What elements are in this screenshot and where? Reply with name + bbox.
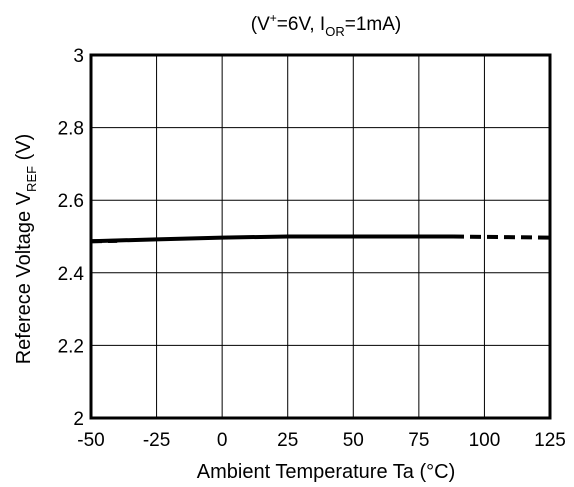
y-tick-label: 2 — [73, 409, 84, 430]
title-sup: + — [270, 11, 277, 25]
x-tick-label: 100 — [469, 430, 501, 451]
y-tick-label: 2.4 — [58, 264, 85, 285]
y-tick-label: 2.6 — [58, 191, 84, 212]
series-line-solid — [90, 234, 453, 244]
ylabel-sub: REF — [24, 166, 39, 192]
ylabel-main: Referece Voltage V — [13, 191, 35, 364]
y-tick-label: 3 — [73, 46, 84, 67]
y-tick-labels: 2 2.2 2.4 2.6 2.8 3 — [58, 46, 85, 430]
y-tick-label: 2.8 — [58, 119, 84, 140]
x-tick-label: 50 — [343, 430, 364, 451]
x-tick-label: 0 — [217, 430, 228, 451]
ylabel-unit: (V) — [13, 134, 35, 166]
series-layer — [90, 234, 551, 244]
chart-title: (V+=6V, IOR=1mA) — [251, 11, 401, 39]
x-tick-label: 125 — [534, 430, 566, 451]
x-tick-label: -50 — [77, 430, 104, 451]
x-tick-label: -25 — [143, 430, 170, 451]
x-axis-label: Ambient Temperature Ta (°C) — [197, 461, 455, 483]
x-tick-label: 75 — [408, 430, 429, 451]
title-sub: OR — [325, 24, 345, 39]
x-tick-labels: -50 -25 0 25 50 75 100 125 — [77, 430, 566, 451]
x-tick-label: 25 — [277, 430, 298, 451]
title-open: (V — [251, 14, 270, 35]
title-mid: =6V, I — [277, 14, 325, 35]
y-axis-label: Referece Voltage VREF (V) — [13, 134, 39, 365]
plot-frame — [89, 53, 552, 420]
series-line-dashed — [452, 234, 551, 240]
y-tick-label: 2.2 — [58, 336, 84, 357]
title-close: =1mA) — [345, 14, 402, 35]
